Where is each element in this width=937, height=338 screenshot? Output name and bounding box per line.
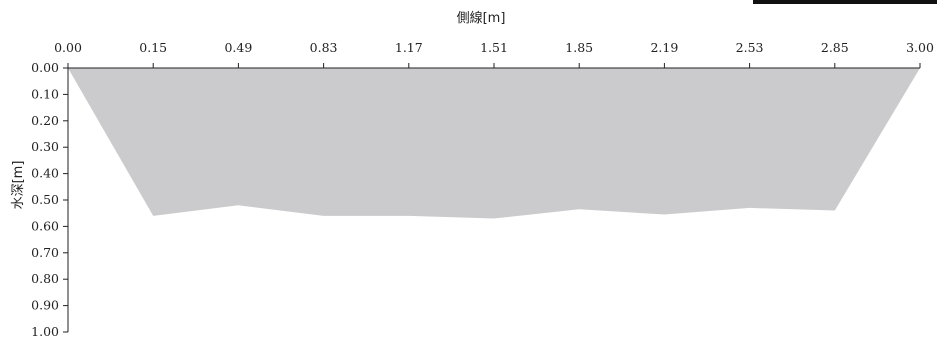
x-tick-label: 1.17: [395, 40, 423, 55]
y-tick-label: 0.80: [31, 271, 59, 286]
x-tick-label: 0.00: [54, 40, 82, 55]
x-tick-label: 2.85: [821, 40, 849, 55]
y-tick-label: 0.00: [31, 60, 59, 75]
corner-bar: [753, 0, 937, 4]
y-tick-label: 0.70: [31, 245, 59, 260]
x-axis-title: 側線[m]: [457, 10, 506, 26]
plot-area: 0.00 0.15 0.49 0.83 1.17 1.51 1.85 2.19 2.53 2.85…: [31, 40, 934, 338]
x-tick-label: 1.85: [565, 40, 593, 55]
x-tick-label: 3.00: [906, 40, 934, 55]
depth-area: [68, 68, 920, 219]
x-tick-label: 0.49: [224, 40, 252, 55]
y-tick-label: 0.60: [31, 218, 59, 233]
y-tick-label: 0.10: [31, 86, 59, 101]
x-tick-label: 2.53: [736, 40, 764, 55]
x-tick-label: 0.83: [310, 40, 338, 55]
y-axis-title: 水深[m]: [11, 161, 26, 210]
x-tick-label: 2.19: [650, 40, 678, 55]
x-tick-label: 1.51: [480, 40, 508, 55]
y-tick-label: 0.90: [31, 298, 59, 313]
y-tick-label: 0.50: [31, 192, 59, 207]
y-tick-label: 0.40: [31, 166, 59, 181]
x-tick-label: 0.15: [139, 40, 167, 55]
y-tick-label: 0.30: [31, 139, 59, 154]
y-tick-label: 0.20: [31, 113, 59, 128]
y-tick-label: 1.00: [31, 324, 59, 338]
